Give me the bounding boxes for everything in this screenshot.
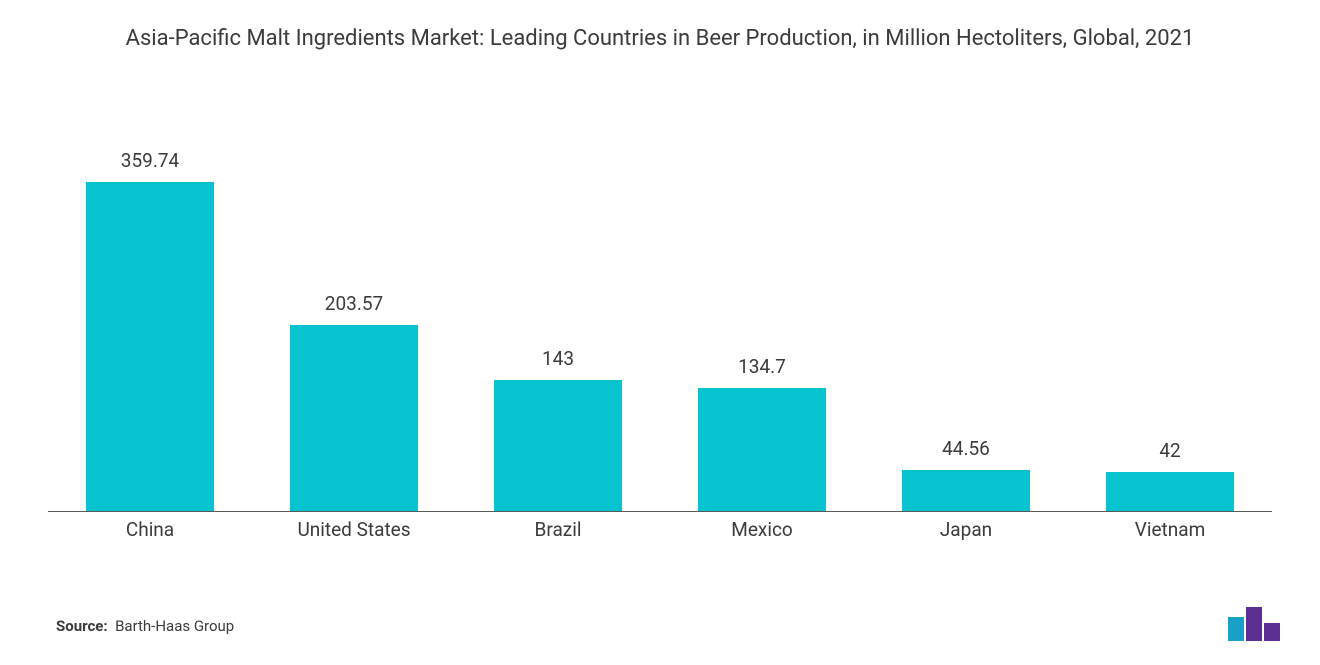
bar: [902, 470, 1030, 511]
bar-value-label: 44.56: [942, 437, 990, 460]
bar-col: 359.74: [48, 149, 252, 510]
source-attribution: Source: Barth-Haas Group: [56, 617, 234, 635]
chart-container: Asia-Pacific Malt Ingredients Market: Le…: [0, 0, 1320, 665]
source-text: Barth-Haas Group: [115, 617, 234, 635]
x-axis-category-label: Brazil: [456, 518, 660, 541]
bars-group: 359.74 203.57 143 134.7 44.56 42: [48, 114, 1272, 511]
x-axis-category-label: United States: [252, 518, 456, 541]
bar-value-label: 359.74: [121, 149, 179, 172]
x-axis-category-label: China: [48, 518, 252, 541]
x-axis-category-label: Japan: [864, 518, 1068, 541]
bar-col: 143: [456, 347, 660, 510]
bar-value-label: 42: [1159, 439, 1180, 462]
bar-value-label: 134.7: [738, 355, 786, 378]
plot-area: 359.74 203.57 143 134.7 44.56 42 ChinaUnited …: [48, 114, 1272, 544]
brand-logo: [1226, 603, 1282, 641]
bar-value-label: 203.57: [325, 292, 383, 315]
source-prefix: Source:: [56, 617, 108, 635]
bar-col: 203.57: [252, 292, 456, 511]
bar: [86, 182, 214, 510]
bar-col: 44.56: [864, 437, 1068, 511]
bar-value-label: 143: [542, 347, 574, 370]
x-axis-categories: ChinaUnited StatesBrazilMexicoJapanVietn…: [48, 516, 1272, 544]
chart-title: Asia-Pacific Malt Ingredients Market: Le…: [110, 24, 1210, 54]
x-axis-category-label: Mexico: [660, 518, 864, 541]
bar-col: 42: [1068, 439, 1272, 510]
bar-col: 134.7: [660, 355, 864, 511]
bar: [698, 388, 826, 511]
bar: [494, 380, 622, 510]
bar: [290, 325, 418, 511]
x-axis-line: [48, 511, 1272, 512]
x-axis-category-label: Vietnam: [1068, 518, 1272, 541]
bar: [1106, 472, 1234, 510]
